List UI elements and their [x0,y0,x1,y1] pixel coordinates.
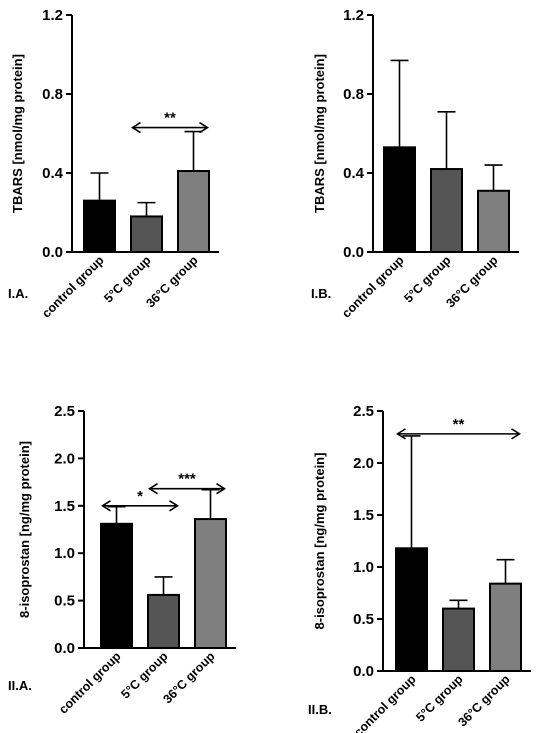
y-tick-label: 0.4 [343,165,365,182]
y-axis-label: 8-isoprostan [ng/mg protein] [17,441,32,618]
arrow-head-left [100,500,111,512]
bar [130,215,163,253]
arrow-head-left [395,428,406,440]
bar [177,170,210,253]
y-tick-label: 2.0 [353,455,374,472]
y-tick-label: 2.5 [54,403,75,420]
arrow-head-right [169,500,180,512]
bar [430,168,463,253]
y-tick-label: 0.0 [353,663,374,680]
y-tick-label: 1.0 [353,559,374,576]
category-label: control group [39,253,107,321]
bar [383,146,416,253]
arrow-head-right [216,483,227,495]
y-tick-label: 0.5 [54,593,75,610]
panel-i-b: 0.0 0.4 0.8 1.2 TBARS [nmol/mg protein] contr… [311,7,519,321]
y-tick-label: 1.5 [54,498,75,515]
panel-label: I.B. [311,286,331,301]
y-tick-label: 0.0 [42,244,63,261]
bar [477,189,510,253]
bar [100,522,133,650]
significance-label: * [137,488,143,505]
y-tick-label: 1.2 [42,7,63,24]
y-tick-label: 2.0 [54,450,75,467]
y-tick-label: 0.8 [343,86,364,103]
y-axis-label: TBARS [nmol/mg protein] [312,54,327,213]
bar [489,582,522,673]
y-tick-label: 0.0 [343,244,364,261]
y-tick-label: 1.5 [353,507,374,524]
y-axis-label: TBARS [nmol/mg protein] [10,54,25,213]
significance-label: ** [453,416,465,433]
arrow-head-left [147,483,158,495]
y-tick-label: 0.0 [54,640,75,657]
bar [147,593,180,649]
significance-label: *** [178,471,196,488]
panel-i-a: 0.0 0.4 0.8 1.2 TBARS [nmol/mg protein] contr… [8,7,219,321]
arrow-head-left [130,121,141,134]
panel-label: II.B. [308,702,332,717]
bar [83,199,116,253]
arrow-head-right [511,428,522,440]
panel-ii-a: 0.0 0.5 1.0 1.5 2.0 2.5 8-isoprostan [ng/mg pr… [8,403,236,717]
y-tick-label: 0.4 [42,165,64,182]
y-tick-label: 2.5 [353,403,374,420]
bar [395,547,428,673]
y-tick-label: 0.8 [42,86,63,103]
category-label: control group [56,649,124,717]
category-label: 36°C group [160,649,217,706]
panel-label: I.A. [8,286,28,301]
category-label: 36°C group [443,253,500,310]
panel-ii-b: 0.0 0.5 1.0 1.5 2.0 2.5 8-isoprostan [ng/mg pr… [308,403,531,733]
y-tick-label: 1.2 [343,7,364,24]
bar [194,518,227,650]
category-label: 36°C group [143,253,200,310]
significance-label: ** [164,110,176,127]
bar [442,607,475,672]
category-label: 36°C group [455,672,512,729]
panel-label: II.A. [8,678,32,693]
category-label: control group [351,672,419,733]
y-axis-label: 8-isoprostan [ng/mg protein] [312,453,327,630]
category-label: control group [339,253,407,321]
arrow-head-right [199,121,210,134]
y-tick-label: 0.5 [353,611,374,628]
y-tick-label: 1.0 [54,545,75,562]
